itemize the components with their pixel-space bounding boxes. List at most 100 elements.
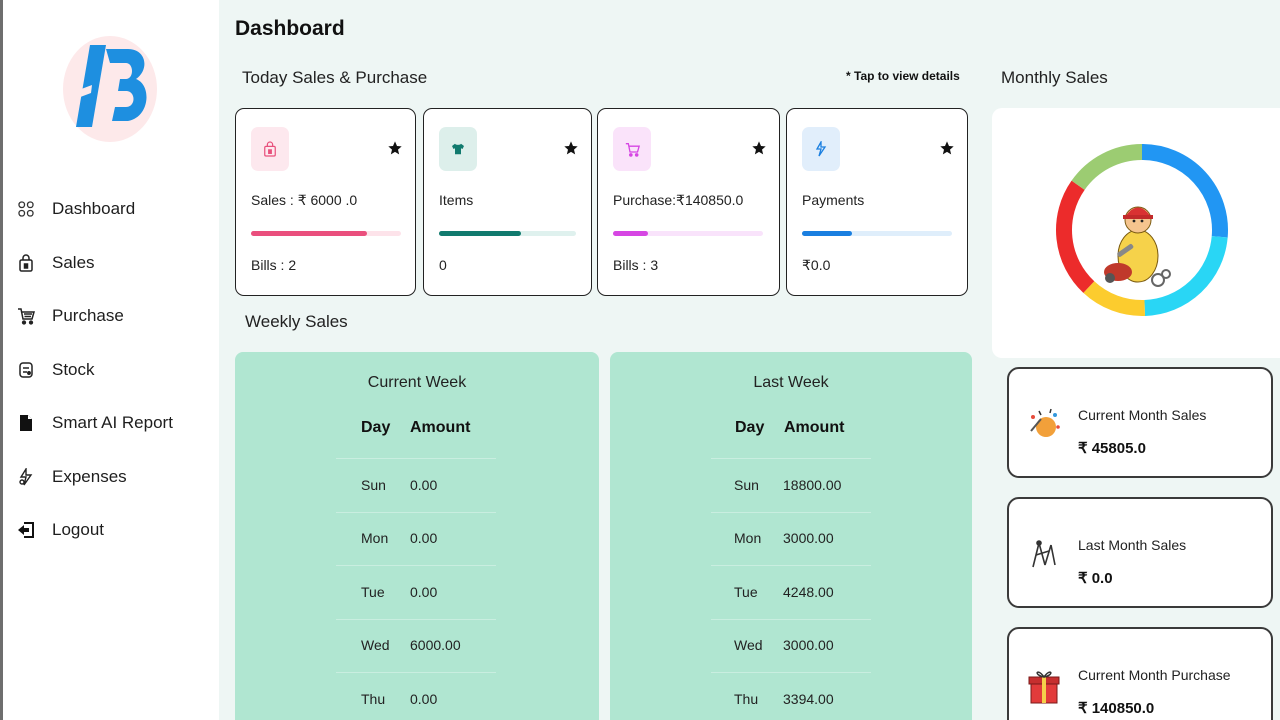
sales-progress-fill	[251, 231, 367, 236]
current-month-sales-value: ₹ 45805.0	[1078, 440, 1146, 457]
star-icon[interactable]	[387, 140, 403, 156]
shirt-icon	[452, 143, 464, 155]
table-divider	[336, 565, 496, 567]
document-icon	[16, 413, 36, 433]
table-divider	[711, 565, 871, 567]
day-column-header: Day	[735, 419, 765, 436]
payments-label: Payments	[802, 192, 865, 208]
tap-hint: * Tap to view details	[846, 69, 960, 83]
current-month-purchase-label: Current Month Purchase	[1078, 667, 1231, 683]
table-divider	[336, 512, 496, 513]
payment-icon	[815, 141, 827, 157]
week-row-day: Tue	[361, 583, 385, 600]
sales-progress-bar	[251, 231, 401, 236]
table-divider	[711, 618, 871, 620]
star-icon[interactable]	[563, 140, 579, 156]
items-icon-box	[439, 127, 477, 171]
last-month-sales-card[interactable]: Last Month Sales ₹ 0.0	[1007, 497, 1273, 608]
table-divider	[336, 458, 496, 459]
purchase-label: Purchase:₹140850.0	[613, 192, 744, 208]
monthly-sales-donut	[1056, 144, 1228, 316]
sales-celebration-icon	[1025, 405, 1063, 443]
sidebar-item-smart-ai-report[interactable]: Smart AI Report	[16, 407, 173, 439]
items-progress-fill	[439, 231, 522, 236]
week-row-day: Wed	[361, 637, 390, 654]
window-edge	[0, 0, 3, 720]
mechanic-mascot-icon	[1104, 206, 1171, 287]
day-column-header: Day	[361, 419, 391, 436]
monthly-section-title: Monthly Sales	[1001, 68, 1108, 87]
week-row-day: Thu	[361, 690, 386, 707]
chart-trend-icon	[1025, 535, 1063, 573]
page-title: Dashboard	[235, 17, 345, 40]
sales-label: Sales : ₹ 6000 .0	[251, 192, 358, 208]
star-icon[interactable]	[751, 140, 767, 156]
table-divider	[336, 618, 496, 620]
items-label: Items	[439, 192, 474, 208]
amount-column-header: Amount	[784, 419, 845, 436]
week-row-amount: 0.00	[410, 583, 438, 600]
payments-amount: ₹0.0	[802, 257, 831, 273]
shopping-bag-icon	[264, 141, 276, 157]
shopping-bag-icon	[16, 253, 36, 273]
sidebar-item-label: Logout	[52, 520, 104, 539]
donut-segment	[1071, 144, 1143, 191]
current-month-sales-label: Current Month Sales	[1078, 407, 1207, 423]
main-content: Dashboard Today Sales & Purchase * Tap t…	[219, 0, 1280, 720]
amount-column-header: Amount	[410, 419, 471, 436]
stock-box-icon	[16, 360, 36, 380]
table-divider	[336, 672, 496, 674]
table-divider	[711, 512, 871, 513]
app-logo	[62, 35, 158, 143]
payments-progress-fill	[802, 231, 852, 236]
current-week-title: Current Week	[367, 374, 467, 391]
current-month-purchase-card[interactable]: Current Month Purchase ₹ 140850.0	[1007, 627, 1273, 720]
sales-bills-count: Bills : 2	[251, 257, 297, 273]
last-week-title: Last Week	[753, 374, 829, 391]
dashboard-grid-icon	[16, 199, 36, 219]
week-row-day: Mon	[734, 530, 762, 547]
donut-segment	[1144, 235, 1228, 316]
week-row-day: Sun	[734, 477, 759, 493]
sidebar: Dashboard Sales Purchase Stock Smart AI …	[3, 0, 219, 720]
sales-icon-box	[251, 127, 289, 171]
sidebar-item-label: Smart AI Report	[52, 413, 173, 432]
items-card[interactable]: Items 0	[423, 108, 592, 296]
purchase-bills-count: Bills : 3	[613, 257, 659, 273]
last-month-sales-label: Last Month Sales	[1078, 537, 1187, 553]
cart-icon	[625, 142, 640, 157]
payments-card[interactable]: Payments ₹0.0	[786, 108, 968, 296]
purchase-progress-bar	[613, 231, 763, 236]
star-icon[interactable]	[939, 140, 955, 156]
sales-card[interactable]: Sales : ₹ 6000 .0 Bills : 2	[235, 108, 416, 296]
week-row-amount: 6000.00	[410, 637, 461, 654]
purchase-card[interactable]: Purchase:₹140850.0 Bills : 3	[597, 108, 780, 296]
week-row-day: Mon	[361, 530, 389, 547]
current-month-purchase-value: ₹ 140850.0	[1078, 700, 1155, 717]
sidebar-item-expenses[interactable]: Expenses	[16, 461, 127, 493]
current-month-sales-card[interactable]: Current Month Sales ₹ 45805.0	[1007, 367, 1273, 478]
items-count: 0	[439, 257, 447, 273]
week-row-day: Wed	[734, 637, 763, 654]
payments-progress-bar	[802, 231, 952, 236]
week-row-day: Tue	[734, 583, 758, 600]
week-row-amount: 0.00	[410, 690, 438, 707]
donut-segment	[1083, 281, 1145, 316]
sidebar-item-dashboard[interactable]: Dashboard	[16, 193, 135, 225]
purchase-icon-box	[613, 127, 651, 171]
week-row-amount: 18800.00	[783, 477, 842, 493]
sidebar-item-label: Dashboard	[52, 199, 136, 218]
weekly-section-title: Weekly Sales	[245, 312, 348, 331]
week-row-amount: 0.00	[410, 530, 438, 547]
payments-icon-box	[802, 127, 840, 171]
sidebar-item-sales[interactable]: Sales	[16, 247, 95, 279]
sidebar-item-purchase[interactable]: Purchase	[16, 300, 124, 332]
week-row-day: Thu	[734, 690, 759, 707]
sidebar-item-label: Stock	[52, 360, 95, 379]
sidebar-item-stock[interactable]: Stock	[16, 354, 95, 386]
week-row-amount: 3394.00	[783, 690, 834, 707]
sidebar-item-logout[interactable]: Logout	[16, 514, 104, 546]
week-row-amount: 4248.00	[783, 583, 834, 600]
donut-segment	[1141, 144, 1228, 238]
table-divider	[711, 458, 871, 459]
